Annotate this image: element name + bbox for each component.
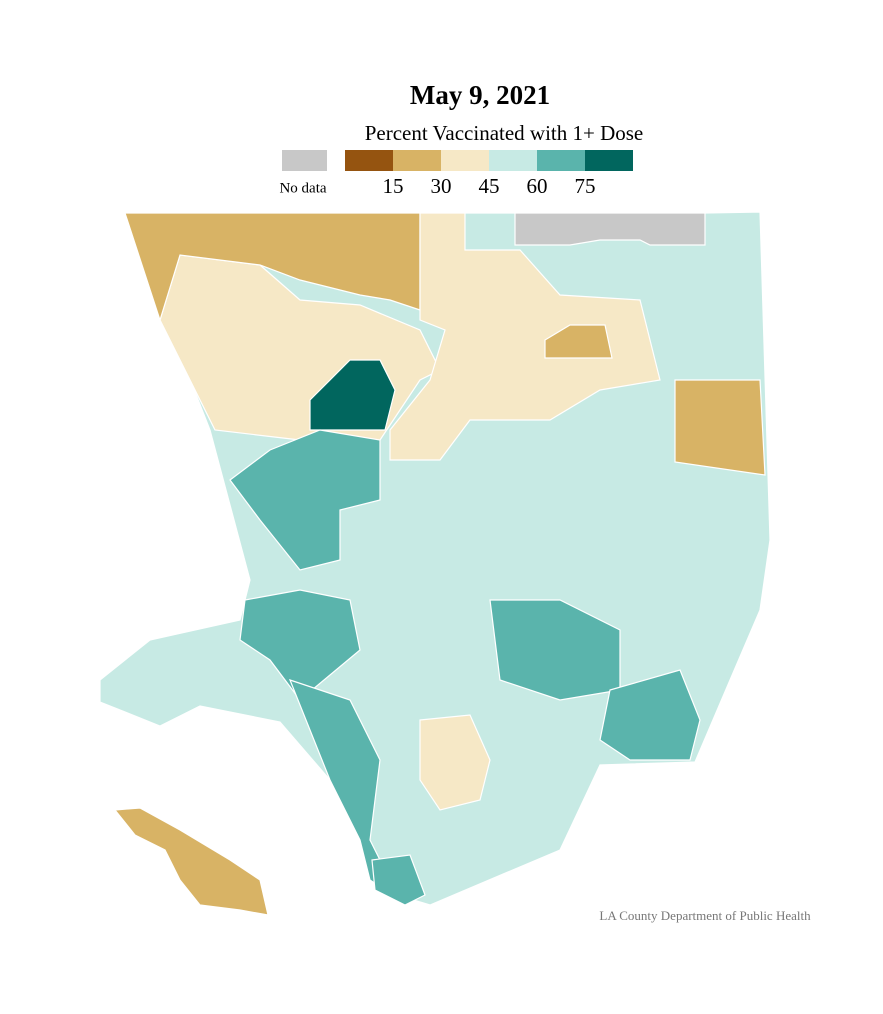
legend-title: Percent Vaccinated with 1+ Dose — [365, 121, 644, 145]
east-region — [674, 379, 766, 476]
no-data-label: No data — [279, 180, 326, 196]
source: LA County Department of Public Health — [599, 908, 811, 923]
north-central — [389, 212, 661, 461]
legend-swatch — [345, 150, 393, 171]
high-region — [309, 359, 396, 431]
legend-swatch — [537, 150, 585, 171]
legend-tick-label: 30 — [431, 174, 452, 198]
legend-tick-label: 60 — [527, 174, 548, 198]
valley-region — [229, 429, 381, 571]
central-south — [419, 714, 491, 811]
map — [99, 211, 771, 916]
lancaster — [544, 324, 613, 359]
legend-swatch — [585, 150, 633, 171]
legend: No data 15 30 45 60 75 — [279, 150, 633, 198]
catalina — [113, 807, 269, 916]
pomona — [599, 669, 701, 761]
legend-swatch — [489, 150, 537, 171]
legend-tick-label: 45 — [479, 174, 500, 198]
palos-verdes — [371, 854, 426, 906]
legend-swatch — [441, 150, 489, 171]
legend-swatch — [393, 150, 441, 171]
legend-tick-label: 15 — [383, 174, 404, 198]
no-data-swatch — [282, 150, 327, 171]
no-data-region — [514, 212, 706, 246]
west-region — [239, 589, 361, 701]
title: May 9, 2021 — [410, 80, 550, 110]
legend-tick-label: 75 — [575, 174, 596, 198]
